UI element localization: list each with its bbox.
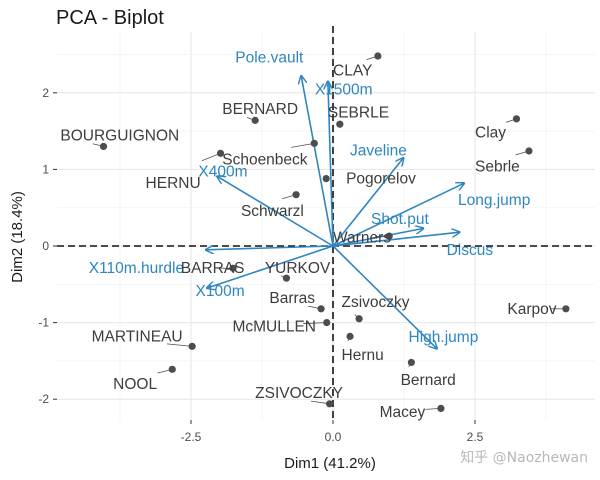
individual-label: ZSIVOCZKY [255,385,343,402]
individual-point [325,400,334,408]
individual-label: Karpov [507,301,556,318]
chart-title: PCA - Biplot [56,7,164,29]
individual-label: McMULLEN [232,318,316,335]
x-tick-label: -2.5 [181,430,202,444]
individual-point [282,274,291,282]
individual-point [385,232,393,240]
variable-label: Long.jump [458,192,530,209]
y-tick-label: 2 [42,86,49,100]
individual-label: NOOL [113,376,157,393]
x-tick-label: 0.0 [325,430,342,444]
variable-arrow [332,245,437,349]
variable-arrow [206,246,334,250]
individual-label: Bernard [401,372,456,389]
individual-point [229,264,237,272]
individual-label: Macey [380,404,426,421]
variable-arrow [217,176,334,247]
individual-point [437,404,445,412]
variable-arrow [328,81,334,247]
individual-point [374,52,382,60]
x-tick-label: 2.5 [467,430,484,444]
variable-arrows: Pole.vault X1500m Javeline Long.jump Shot.pu… [89,50,530,349]
individual-label: BOURGUIGNON [60,128,179,145]
watermark: 知乎 @Naozhewan [460,449,588,466]
individual-point [188,342,196,350]
y-axis-title: Dim2 (18.4%) [9,191,26,283]
point-leader-line [303,322,327,324]
individual-point [99,142,108,151]
individual-point [346,332,354,340]
point-leader-line [166,343,193,347]
variable-arrow [207,245,334,288]
individual-label: CLAY [333,63,372,80]
individual-label: Clay [475,125,506,142]
individual-point [292,191,300,199]
individual-points: CLAY SEBRLE BERNARD BOURGUIGNON Schoenbeck HE… [60,52,570,421]
y-tick-label: -2 [38,392,49,406]
y-tick-label: -1 [38,316,49,330]
individual-label: SEBRLE [328,105,389,122]
variable-label: High.jump [409,329,479,346]
individual-label: BERNARD [222,101,298,118]
individual-label: Pogorelov [346,171,416,188]
variable-arrow [332,232,460,247]
variable-arrow [332,183,464,247]
individual-label: HERNU [146,175,201,192]
variable-label: Javeline [350,142,407,159]
variable-label: X1500m [315,82,373,99]
variable-label: X110m.hurdle [89,260,184,277]
individual-label: Sebrle [475,158,520,175]
individual-point [562,305,570,313]
individual-point [168,365,176,373]
individual-label: Schwarzl [241,203,304,220]
individual-label: Hernu [342,347,384,364]
individual-label: BARRAS [181,260,245,277]
variable-arrow [332,158,403,247]
individual-point [251,116,259,124]
variable-label: Pole.vault [235,50,304,67]
variable-label: Shot.put [371,211,429,228]
axes: -2 -1 0 1 2 -2.5 0.0 2.5 [38,86,483,444]
individual-point [317,305,325,313]
individual-point [336,120,344,128]
individual-label: Warners [333,230,391,247]
individual-point [310,139,318,147]
y-tick-label: 0 [42,239,49,253]
individual-label: MARTINEAU [92,328,183,345]
individual-point [525,147,533,155]
individual-point [355,315,363,323]
individual-point [323,319,331,327]
x-axis-title: Dim1 (41.2%) [284,455,376,472]
individual-point [216,149,225,157]
variable-arrow [301,76,334,247]
point-leader-line [291,142,315,148]
individual-point [407,358,415,367]
variable-label: X100m [196,283,245,300]
individual-label: Barras [269,290,315,307]
variable-arrow [332,228,423,247]
individual-point [512,115,521,123]
individual-label: Schoenbeck [222,151,308,168]
individual-label: Zsivoczky [342,294,410,311]
y-tick-label: 1 [42,162,49,176]
variable-label: Discus [447,242,494,259]
individual-label: YURKOV [265,260,331,277]
variable-label: X400m [198,164,247,181]
individual-point [322,174,330,183]
